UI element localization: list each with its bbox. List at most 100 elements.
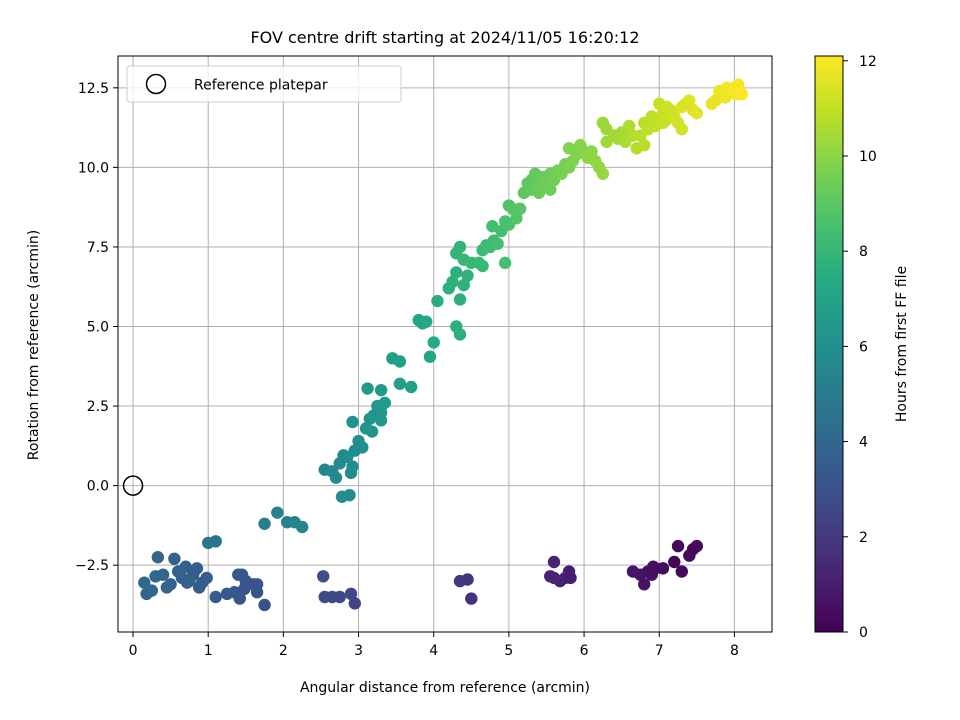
- data-point: [343, 488, 356, 502]
- x-tick-label: 2: [279, 643, 288, 659]
- axes-frame: [117, 55, 773, 633]
- data-points: [138, 78, 749, 612]
- data-point: [138, 576, 151, 589]
- data-point: [329, 471, 343, 484]
- data-point: [317, 570, 330, 583]
- y-tick-label: 12.5: [78, 81, 109, 97]
- data-point: [180, 576, 194, 589]
- data-point: [671, 539, 685, 553]
- data-point: [690, 107, 704, 120]
- data-point: [151, 551, 165, 564]
- data-point: [420, 315, 433, 328]
- data-point: [719, 91, 732, 104]
- colorbar-gradient: [814, 55, 844, 633]
- data-point: [393, 377, 407, 390]
- chart-title: FOV centre drift starting at 2024/11/05 …: [250, 28, 639, 47]
- reference-platepar-marker: [122, 475, 144, 496]
- x-tick-label: 3: [354, 643, 363, 659]
- data-point: [232, 568, 245, 581]
- y-tick-label: 7.5: [87, 240, 109, 256]
- data-point: [393, 355, 407, 368]
- colorbar-tick-label: 2: [859, 530, 868, 546]
- data-point: [446, 275, 459, 289]
- data-point: [404, 380, 418, 394]
- data-point: [683, 549, 696, 562]
- colorbar-tick-label: 0: [859, 625, 868, 641]
- data-point: [220, 587, 234, 601]
- data-point: [476, 259, 489, 273]
- data-point: [453, 240, 467, 254]
- data-point: [465, 592, 478, 605]
- x-tick-label: 7: [655, 643, 664, 659]
- data-point: [498, 256, 512, 270]
- colorbar-label: Hours from first FF file: [894, 266, 910, 422]
- data-point: [596, 167, 610, 180]
- x-tick-label: 5: [504, 643, 513, 659]
- data-point: [453, 328, 467, 341]
- data-point: [544, 570, 557, 583]
- y-tick-label: 0.0: [87, 479, 109, 495]
- data-point: [168, 552, 181, 566]
- data-point: [160, 581, 174, 594]
- reference-point-circle: [122, 475, 144, 496]
- x-tick-label: 0: [129, 643, 138, 659]
- data-point: [149, 570, 162, 583]
- data-point: [668, 555, 681, 569]
- data-point: [564, 571, 577, 585]
- data-point: [675, 122, 688, 136]
- data-point: [365, 425, 379, 438]
- y-axis-ticks: −2.5 0.0 2.5 5.0 7.5 10.0 12.5: [75, 81, 118, 574]
- data-point: [660, 100, 673, 114]
- data-point: [378, 396, 392, 410]
- data-point: [295, 520, 309, 534]
- colorbar-tick-label: 12: [859, 54, 877, 70]
- data-point: [140, 587, 153, 601]
- data-point: [361, 382, 374, 395]
- data-point: [585, 145, 598, 158]
- data-point: [427, 336, 440, 349]
- x-axis-label: Angular distance from reference (arcmin): [300, 680, 590, 696]
- y-axis-label: Rotation from reference (arcmin): [26, 230, 42, 460]
- data-point: [656, 116, 670, 130]
- plot-axes: [117, 55, 773, 633]
- data-point: [491, 237, 504, 250]
- data-point: [374, 383, 388, 397]
- data-point: [171, 565, 185, 578]
- x-tick-label: 8: [730, 643, 739, 659]
- data-point: [271, 506, 284, 519]
- data-point: [675, 565, 688, 578]
- x-tick-label: 6: [580, 643, 589, 659]
- data-point: [532, 186, 546, 200]
- data-point: [348, 597, 361, 610]
- legend-box: [126, 65, 402, 103]
- data-point: [258, 517, 271, 531]
- y-tick-label: 5.0: [87, 319, 109, 335]
- data-point: [547, 555, 561, 569]
- data-point: [647, 560, 660, 573]
- x-tick-label: 1: [204, 643, 213, 659]
- data-point: [238, 582, 251, 596]
- data-point: [195, 576, 209, 589]
- colorbar-ticks: 0 2 4 6 8 10 12: [843, 54, 877, 641]
- data-point: [356, 441, 369, 454]
- data-point: [209, 590, 222, 604]
- data-point: [562, 142, 576, 155]
- data-point: [457, 278, 470, 292]
- y-tick-label: 2.5: [87, 399, 109, 415]
- data-point: [544, 183, 557, 196]
- colorbar-tick-label: 6: [859, 339, 868, 355]
- data-point: [423, 350, 437, 363]
- data-point: [461, 269, 474, 282]
- colorbar: 0 2 4 6 8 10 12 Hours from first FF file: [814, 54, 910, 641]
- y-tick-label: 10.0: [78, 160, 109, 176]
- data-point: [258, 598, 271, 612]
- data-point: [374, 414, 388, 427]
- data-point: [683, 94, 696, 107]
- data-point: [453, 293, 467, 306]
- data-point: [209, 535, 222, 548]
- x-axis-ticks: 0 1 2 3 4 5 6 7 8: [129, 632, 739, 659]
- data-point: [450, 266, 463, 279]
- data-point: [638, 578, 651, 591]
